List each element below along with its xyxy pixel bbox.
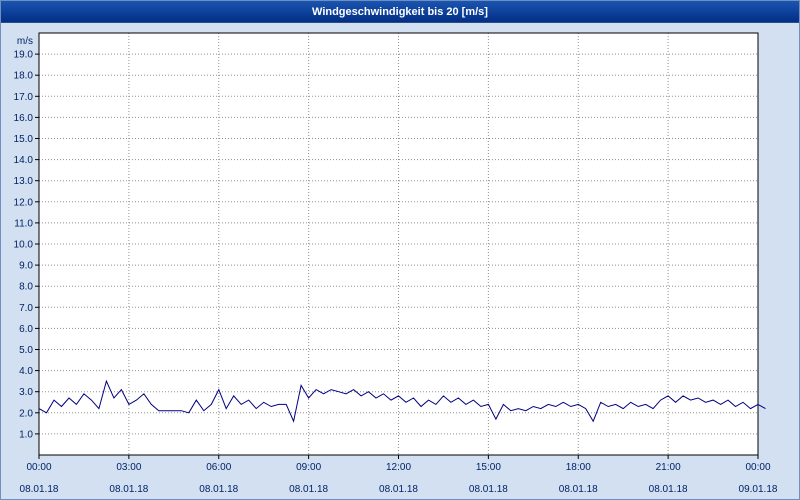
x-tick-date-label: 08.01.18 bbox=[469, 484, 508, 495]
y-tick-label: 1.0 bbox=[19, 429, 33, 440]
x-tick-time-label: 00:00 bbox=[745, 462, 770, 473]
x-tick-date-label: 08.01.18 bbox=[649, 484, 688, 495]
y-tick-label: 19.0 bbox=[14, 50, 34, 61]
x-tick-time-label: 00:00 bbox=[26, 462, 51, 473]
y-tick-label: 6.0 bbox=[19, 324, 33, 335]
y-tick-label: 12.0 bbox=[14, 197, 34, 208]
y-tick-label: 8.0 bbox=[19, 282, 33, 293]
y-tick-label: 14.0 bbox=[14, 155, 34, 166]
y-tick-label: 2.0 bbox=[19, 408, 33, 419]
x-tick-time-label: 15:00 bbox=[476, 462, 501, 473]
y-tick-label: 11.0 bbox=[14, 218, 33, 229]
y-tick-label: 18.0 bbox=[14, 71, 34, 82]
y-axis-unit-label: m/s bbox=[17, 36, 33, 47]
y-tick-label: 9.0 bbox=[19, 261, 33, 272]
y-tick-label: 13.0 bbox=[14, 176, 34, 187]
y-tick-label: 7.0 bbox=[19, 303, 33, 314]
wind-speed-chart: 19.0 18.0 17.0 16.0 15.0 14.0 13.0 12.0 11.0 10.0… bbox=[14, 32, 778, 495]
y-tick-label: 17.0 bbox=[14, 92, 34, 103]
x-tick-time-label: 09:00 bbox=[296, 462, 321, 473]
x-tick-time-label: 06:00 bbox=[206, 462, 231, 473]
x-tick-time-label: 18:00 bbox=[566, 462, 591, 473]
x-tick-date-label: 08.01.18 bbox=[379, 484, 418, 495]
y-tick-label: 15.0 bbox=[14, 134, 34, 145]
y-tick-label: 4.0 bbox=[19, 366, 33, 377]
x-tick-date-label: 08.01.18 bbox=[559, 484, 598, 495]
x-tick-date-label: 09.01.18 bbox=[739, 484, 778, 495]
window-title: Windgeschwindigkeit bis 20 [m/s] bbox=[1, 1, 799, 23]
x-tick-date-label: 08.01.18 bbox=[20, 484, 59, 495]
x-tick-date-label: 08.01.18 bbox=[199, 484, 238, 495]
y-tick-label: 5.0 bbox=[19, 345, 33, 356]
y-tick-label: 3.0 bbox=[19, 387, 33, 398]
x-tick-date-label: 08.01.18 bbox=[289, 484, 328, 495]
y-tick-label: 10.0 bbox=[14, 240, 34, 251]
y-tick-label: 16.0 bbox=[14, 113, 34, 124]
x-tick-time-label: 03:00 bbox=[116, 462, 141, 473]
x-tick-date-label: 08.01.18 bbox=[109, 484, 148, 495]
wind-speed-line bbox=[38, 379, 766, 423]
x-tick-time-label: 21:00 bbox=[656, 462, 681, 473]
x-tick-time-label: 12:00 bbox=[386, 462, 411, 473]
plot-frame bbox=[38, 32, 759, 456]
